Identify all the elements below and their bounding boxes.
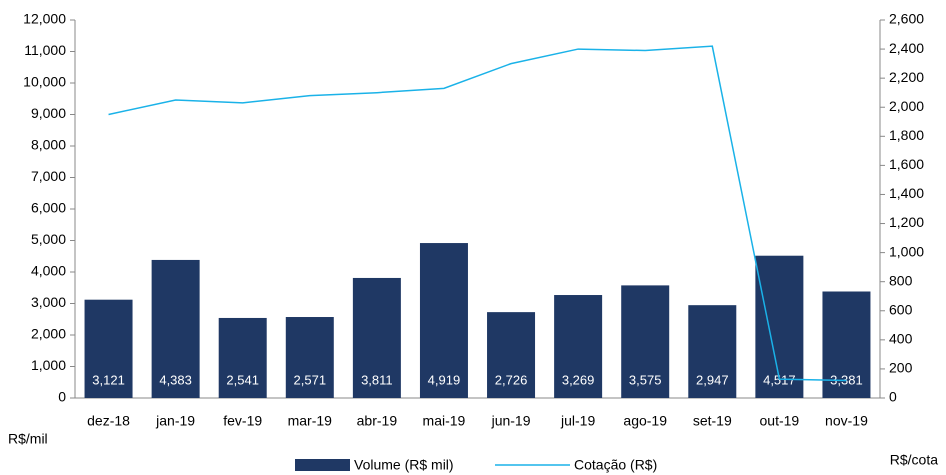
x-tick-label: nov-19 [825, 413, 868, 429]
value-label: 2,541 [226, 372, 259, 387]
bar [487, 312, 536, 398]
y-tick-label: 7,000 [31, 168, 66, 184]
bar [419, 243, 468, 398]
y-tick-label: 3,000 [31, 294, 66, 310]
y-tick-label: 12,000 [23, 11, 66, 27]
y2-tick-label: 1,800 [889, 127, 924, 143]
bar [285, 317, 334, 398]
y2-tick-label: 2,600 [889, 11, 924, 27]
value-label: 4,517 [763, 372, 796, 387]
value-label: 4,919 [428, 372, 461, 387]
y2-tick-label: 1,000 [889, 243, 924, 259]
y-tick-label: 2,000 [31, 326, 66, 342]
y-tick-label: 5,000 [31, 231, 66, 247]
x-tick-label: ago-19 [623, 413, 667, 429]
y2-tick-label: 400 [889, 331, 913, 347]
line [108, 45, 847, 382]
y2-tick-label: 1,200 [889, 214, 924, 230]
y-tick-label: 11,000 [24, 42, 66, 58]
value-label: 4,383 [159, 372, 192, 387]
y-tick-label: 1,000 [31, 357, 66, 373]
y2-axis-label: R$/cota [890, 452, 938, 468]
y2-tick-label: 2,200 [889, 69, 924, 85]
y-tick-label: 4,000 [31, 263, 66, 279]
x-tick-label: dez-18 [87, 413, 130, 429]
bar [554, 295, 603, 398]
bar [218, 317, 267, 398]
y-tick-label: 9,000 [31, 105, 66, 121]
x-tick-label: mai-19 [423, 413, 466, 429]
value-label: 3,121 [92, 372, 125, 387]
value-label: 3,575 [629, 372, 662, 387]
y2-tick-label: 800 [889, 272, 913, 288]
value-label: 2,947 [696, 372, 729, 387]
x-tick-label: abr-19 [357, 413, 398, 429]
x-tick-label: out-19 [760, 413, 800, 429]
y2-tick-label: 200 [889, 360, 913, 376]
y-tick-label: 0 [58, 389, 66, 405]
legend-swatch [295, 459, 350, 471]
x-tick-label: mar-19 [288, 413, 333, 429]
bar [352, 277, 401, 398]
bar [755, 255, 804, 398]
y2-tick-label: 2,400 [889, 40, 924, 56]
y-tick-label: 6,000 [31, 200, 66, 216]
bar [84, 299, 133, 398]
x-tick-label: jan-19 [155, 413, 195, 429]
y2-tick-label: 600 [889, 301, 913, 317]
x-tick-label: fev-19 [223, 413, 262, 429]
y-tick-label: 8,000 [31, 137, 66, 153]
y2-tick-label: 1,400 [889, 185, 924, 201]
y2-tick-label: 2,000 [889, 98, 924, 114]
y2-tick-label: 1,600 [889, 156, 924, 172]
y-tick-label: 10,000 [23, 74, 66, 90]
legend-label: Volume (R$ mil) [354, 457, 454, 473]
x-tick-label: jul-19 [560, 413, 595, 429]
bar [151, 259, 200, 398]
y-axis-label: R$/mil [8, 431, 48, 447]
x-tick-label: set-19 [693, 413, 732, 429]
x-tick-label: jun-19 [491, 413, 531, 429]
legend-label: Cotação (R$) [574, 457, 657, 473]
y2-tick-label: 0 [889, 389, 897, 405]
bar [621, 285, 670, 398]
value-label: 3,269 [562, 372, 595, 387]
value-label: 2,726 [495, 372, 528, 387]
value-label: 3,811 [361, 372, 393, 387]
bar [688, 305, 737, 398]
value-label: 2,571 [294, 372, 327, 387]
